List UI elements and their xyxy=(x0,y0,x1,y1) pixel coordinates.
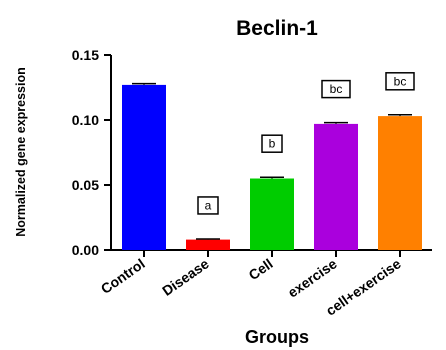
y-tick-label: 0.05 xyxy=(72,177,99,193)
significance-box xyxy=(385,72,415,91)
bar-disease xyxy=(186,239,230,250)
chart-title: Beclin-1 xyxy=(236,17,318,40)
x-axis-label: Groups xyxy=(245,327,309,347)
y-tick-label: 0.15 xyxy=(72,47,99,63)
x-tick-label: Disease xyxy=(159,255,212,299)
y-axis-label: Normalized gene expression xyxy=(14,67,28,237)
bar-cell xyxy=(250,178,294,250)
x-tick-label: Cell xyxy=(246,255,276,283)
significance-box xyxy=(321,79,351,99)
significance-label: bc xyxy=(330,82,343,96)
significance-box xyxy=(261,134,283,153)
y-tick-label: 0.00 xyxy=(72,242,99,258)
significance-label: b xyxy=(269,137,276,151)
bars: a b bc bc xyxy=(122,72,422,251)
x-tick-label: Control xyxy=(98,255,148,297)
significance-label: bc xyxy=(394,74,407,88)
bar-cell-exercise xyxy=(378,116,422,250)
y-axis: 0.00 0.05 0.10 0.15 xyxy=(72,47,112,258)
y-tick-label: 0.10 xyxy=(72,112,99,128)
x-tick-label: exercise xyxy=(285,255,340,300)
significance-label: a xyxy=(205,198,212,212)
bar-exercise xyxy=(314,123,358,250)
y-ticks: 0.00 0.05 0.10 0.15 xyxy=(72,47,111,258)
significance-box xyxy=(197,196,219,215)
bar-control xyxy=(122,84,166,251)
